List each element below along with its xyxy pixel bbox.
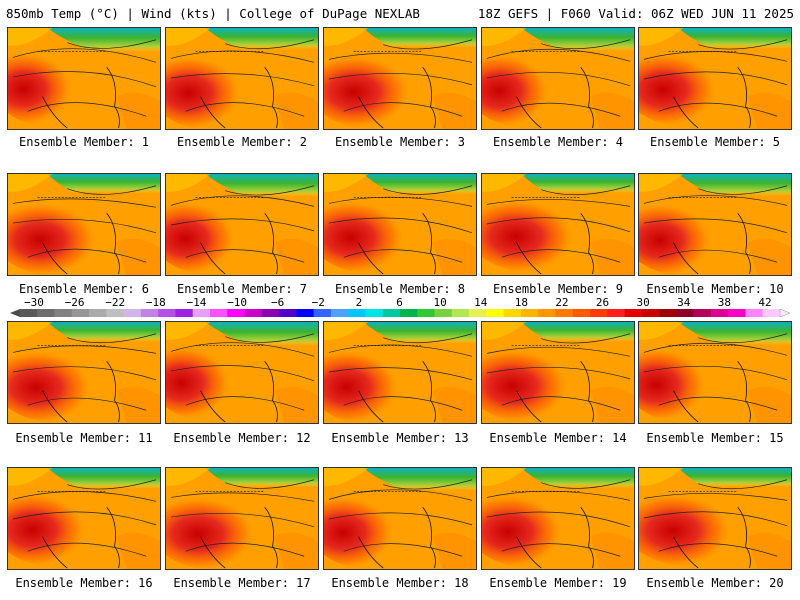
colorbar-tick-label: 14 xyxy=(474,296,488,309)
ensemble-member-label: Ensemble Member: 15 xyxy=(646,431,784,445)
ensemble-panel-19 xyxy=(481,467,635,570)
ensemble-panel-10 xyxy=(638,173,792,276)
colorbar-tick-label: 18 xyxy=(514,296,528,309)
ensemble-panel-4 xyxy=(481,27,635,130)
ensemble-member-label: Ensemble Member: 7 xyxy=(176,282,308,296)
colorbar-tick-label: 2 xyxy=(355,296,363,309)
colorbar-tick-label: 30 xyxy=(636,296,650,309)
ensemble-panel-11 xyxy=(7,321,161,424)
ensemble-member-label: Ensemble Member: 8 xyxy=(334,282,466,296)
ensemble-member-label: Ensemble Member: 4 xyxy=(492,135,624,149)
ensemble-panel-1 xyxy=(7,27,161,130)
ensemble-member-label: Ensemble Member: 2 xyxy=(176,135,308,149)
ensemble-panel-18 xyxy=(323,467,477,570)
colorbar-tick-label: 10 xyxy=(433,296,447,309)
colorbar-tick-label: −6 xyxy=(271,296,285,309)
ensemble-panel-5 xyxy=(638,27,792,130)
ensemble-member-label: Ensemble Member: 20 xyxy=(646,576,784,590)
ensemble-panel-9 xyxy=(481,173,635,276)
colorbar-tick-label: 26 xyxy=(595,296,610,309)
colorbar-tick-label: −30 xyxy=(24,296,44,309)
ensemble-member-label: Ensemble Member: 1 xyxy=(18,135,150,149)
ensemble-member-label: Ensemble Member: 11 xyxy=(15,431,153,445)
ensemble-panel-8 xyxy=(323,173,477,276)
ensemble-member-label: Ensemble Member: 6 xyxy=(18,282,150,296)
run-valid-time: 18Z GEFS | F060 Valid: 06Z WED JUN 11 20… xyxy=(477,6,794,21)
chart-title: 850mb Temp (°C) | Wind (kts) | College o… xyxy=(6,6,420,21)
ensemble-panel-16 xyxy=(7,467,161,570)
ensemble-panel-3 xyxy=(323,27,477,130)
ensemble-member-label: Ensemble Member: 17 xyxy=(173,576,311,590)
ensemble-panel-7 xyxy=(165,173,319,276)
ensemble-panel-6 xyxy=(7,173,161,276)
ensemble-member-label: Ensemble Member: 16 xyxy=(15,576,153,590)
colorbar-tick-label: −14 xyxy=(186,296,207,309)
ensemble-panel-20 xyxy=(638,467,792,570)
ensemble-panel-12 xyxy=(165,321,319,424)
colorbar-tick-label: 6 xyxy=(396,296,403,309)
ensemble-member-label: Ensemble Member: 3 xyxy=(334,135,466,149)
temperature-colorbar xyxy=(10,309,790,317)
colorbar-tick-label: −22 xyxy=(105,296,126,309)
colorbar-tick-label: 38 xyxy=(717,296,731,309)
colorbar-tick-label: −18 xyxy=(145,296,166,309)
ensemble-member-label: Ensemble Member: 9 xyxy=(492,282,624,296)
ensemble-panel-14 xyxy=(481,321,635,424)
ensemble-member-label: Ensemble Member: 13 xyxy=(331,431,469,445)
colorbar-tick-label: 42 xyxy=(758,296,772,309)
ensemble-member-label: Ensemble Member: 19 xyxy=(489,576,627,590)
colorbar-tick-label: −26 xyxy=(64,296,85,309)
colorbar-tick-label: 22 xyxy=(555,296,569,309)
ensemble-panel-2 xyxy=(165,27,319,130)
ensemble-member-label: Ensemble Member: 12 xyxy=(173,431,311,445)
ensemble-member-label: Ensemble Member: 14 xyxy=(489,431,627,445)
colorbar-tick-label: 34 xyxy=(677,296,691,309)
ensemble-member-label: Ensemble Member: 10 xyxy=(646,282,784,296)
ensemble-member-label: Ensemble Member: 5 xyxy=(649,135,781,149)
ensemble-panel-17 xyxy=(165,467,319,570)
colorbar-tick-label: −2 xyxy=(311,296,325,309)
ensemble-panel-13 xyxy=(323,321,477,424)
colorbar-tick-label: −10 xyxy=(227,296,247,309)
ensemble-member-label: Ensemble Member: 18 xyxy=(331,576,469,590)
ensemble-panel-15 xyxy=(638,321,792,424)
